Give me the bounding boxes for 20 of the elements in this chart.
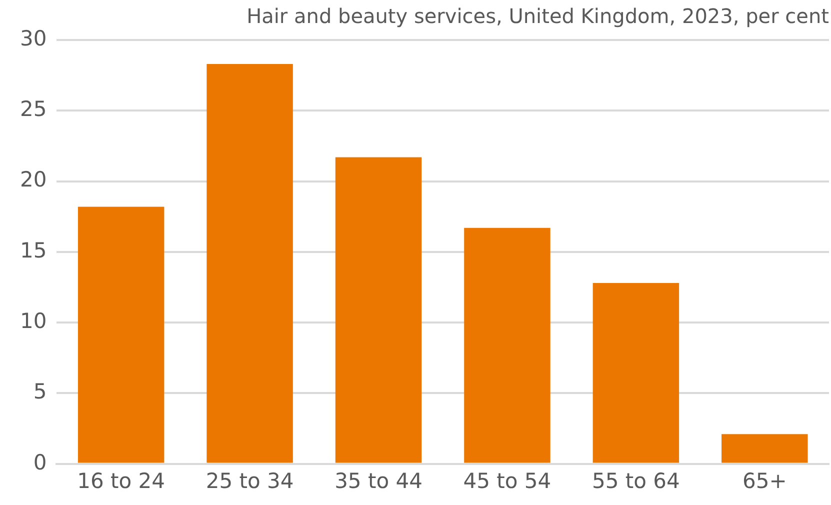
x-tick-label: 35 to 44 [334,468,422,493]
bar [78,206,164,463]
x-tick-label: 16 to 24 [77,468,166,493]
x-tick-label: 25 to 34 [206,468,294,493]
x-tick-label: 55 to 64 [592,468,680,493]
y-tick-label: 5 [33,380,47,404]
y-tick-label: 10 [20,308,47,333]
bar [592,282,680,463]
bar [206,64,293,463]
y-tick-label: 30 [20,26,47,50]
y-tick-label: 20 [20,168,47,192]
bar [335,157,422,463]
x-tick-label: 45 to 54 [463,468,552,493]
chart-title: Hair and beauty services, United Kingdom, 2023, per cent [246,4,830,28]
y-tick-label: 0 [33,450,47,474]
y-tick-label: 15 [20,238,47,262]
bar [464,228,550,463]
x-tick-label: 65+ [742,468,787,493]
bar [722,434,808,463]
y-tick-label: 25 [20,97,47,122]
